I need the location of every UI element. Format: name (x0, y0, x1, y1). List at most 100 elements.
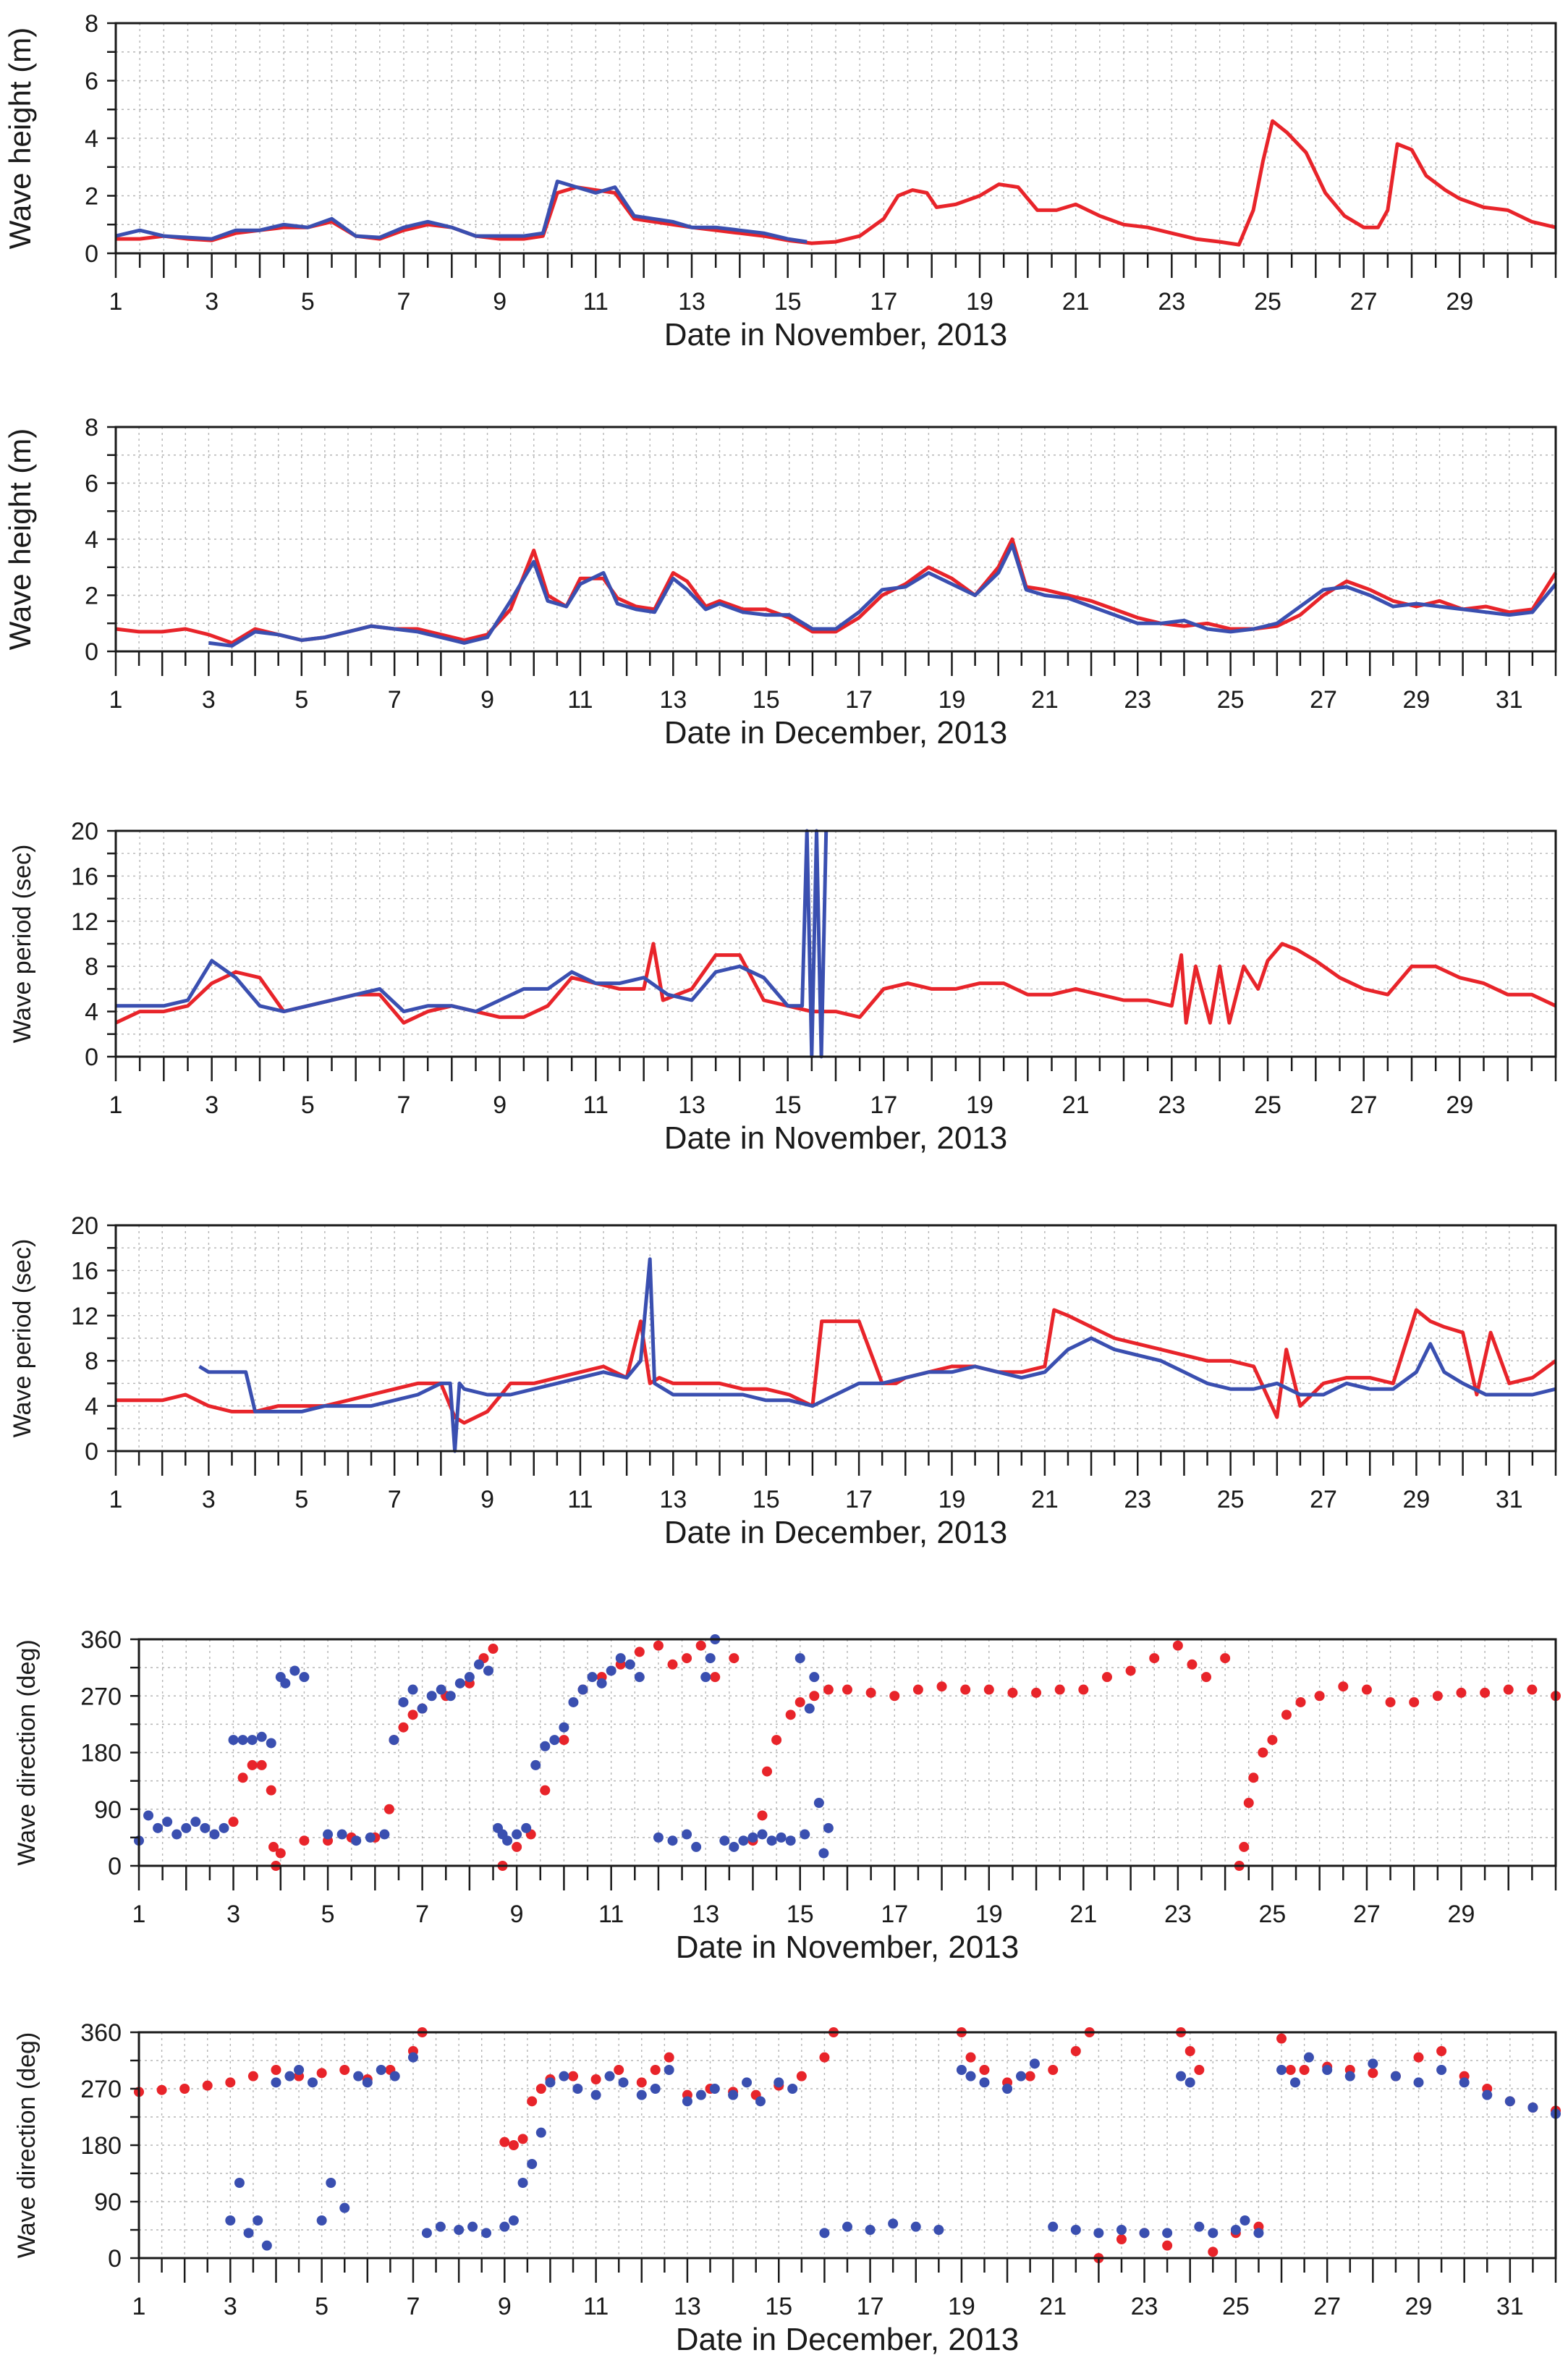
x-tick-label: 21 (1039, 2293, 1067, 2320)
data-point (719, 1835, 730, 1846)
x-tick-label: 13 (659, 1486, 687, 1513)
data-point (1239, 2215, 1250, 2226)
y-tick-label: 90 (94, 2189, 122, 2216)
data-point (634, 1647, 645, 1657)
data-point (936, 1681, 947, 1692)
x-tick-label: 5 (301, 1091, 315, 1119)
series-line-observed (115, 179, 808, 244)
data-point (271, 2065, 281, 2075)
x-tick-label: 21 (1069, 1901, 1097, 1928)
data-point (1385, 1696, 1396, 1707)
data-point (664, 2065, 674, 2075)
y-tick-label: 16 (71, 1257, 98, 1285)
data-point (383, 1804, 394, 1814)
data-point (379, 1829, 390, 1840)
x-tick-label: 11 (598, 1901, 624, 1928)
data-point (888, 2218, 899, 2229)
x-tick-label: 23 (1158, 1091, 1185, 1119)
data-point (1456, 1687, 1467, 1698)
data-point (1093, 2228, 1104, 2239)
data-point (965, 2052, 976, 2063)
data-point (1281, 1709, 1292, 1720)
chart-4: 1 3 5 7 9 11 13 15 17 19 21 23 25 27 29 31048121620Date… (9, 1212, 1557, 1550)
y-tick-label: 6 (85, 470, 98, 498)
data-point (209, 1829, 220, 1840)
x-tick-label: 25 (1258, 1901, 1286, 1928)
y-tick-label: 4 (85, 125, 98, 153)
data-point (237, 1735, 248, 1746)
data-point (650, 2065, 661, 2075)
x-axis-label: Date in December, 2013 (676, 2322, 1020, 2357)
data-point (823, 1822, 834, 1833)
data-point (1459, 2077, 1470, 2088)
data-point (700, 1672, 711, 1683)
data-point (1322, 2065, 1333, 2075)
grid-lines (138, 1639, 1556, 1866)
data-point (1409, 1696, 1420, 1707)
x-tick-label: 29 (1405, 2293, 1433, 2320)
series-line-observed (208, 543, 1557, 648)
x-tick-label: 21 (1062, 288, 1090, 316)
data-point (1208, 2228, 1219, 2239)
x-tick-label: 19 (966, 1091, 993, 1119)
data-point (225, 2215, 236, 2226)
data-point (1185, 2046, 1195, 2056)
data-point (636, 2089, 647, 2100)
chart-6: 1 3 5 7 9 11 13 15 17 19 21 23 25 27 29 31090180270360D… (13, 2019, 1561, 2357)
data-point (389, 2071, 400, 2082)
y-ticks (107, 22, 116, 255)
data-point (435, 2221, 446, 2232)
data-point (774, 2077, 784, 2088)
y-tick-label: 0 (108, 2245, 122, 2273)
x-tick-label: 23 (1124, 1486, 1151, 1513)
y-tick-label: 20 (71, 818, 98, 845)
x-tick-label: 17 (845, 686, 873, 714)
data-point (454, 2225, 465, 2235)
data-point (153, 1822, 164, 1833)
data-point (933, 2225, 944, 2235)
data-point (667, 1659, 678, 1670)
x-tick-label: 27 (1350, 1091, 1378, 1119)
y-axis-label: Wave height (m) (3, 28, 37, 250)
data-point (710, 1672, 721, 1683)
data-point (787, 2084, 798, 2094)
y-tick-label: 0 (85, 638, 98, 666)
data-point (682, 2096, 692, 2107)
data-point (289, 1665, 300, 1676)
x-ticks (114, 651, 1557, 676)
x-tick-label: 17 (881, 1901, 908, 1928)
y-tick-label: 0 (85, 1438, 98, 1466)
data-point (280, 1678, 291, 1689)
data-point (162, 1817, 173, 1827)
data-point (1285, 2065, 1296, 2075)
x-tick-label: 7 (397, 1091, 411, 1119)
x-tick-label: 5 (321, 1901, 335, 1928)
y-ticks (130, 2031, 139, 2260)
data-point (527, 2159, 538, 2169)
data-point (407, 1709, 418, 1720)
x-tick-label: 5 (301, 288, 315, 316)
x-tick-label: 5 (294, 686, 308, 714)
data-point (762, 1766, 773, 1777)
data-point (247, 1759, 258, 1770)
data-point (728, 2089, 739, 2100)
y-tick-label: 2 (85, 183, 98, 211)
data-point (614, 2065, 624, 2075)
data-point (1048, 2065, 1059, 2075)
data-point (517, 2178, 528, 2188)
data-point (572, 2084, 583, 2094)
x-tick-label: 13 (692, 1901, 719, 1928)
y-axis-label: Wave height (m) (3, 428, 37, 651)
data-point (865, 1687, 876, 1698)
data-point (1025, 2071, 1035, 2082)
y-tick-label: 12 (71, 908, 98, 936)
x-tick-label: 9 (493, 288, 507, 316)
data-point (454, 1678, 465, 1689)
data-point (653, 1640, 664, 1651)
data-point (1344, 2071, 1355, 2082)
y-ticks (107, 426, 116, 653)
y-ticks (107, 829, 116, 1058)
